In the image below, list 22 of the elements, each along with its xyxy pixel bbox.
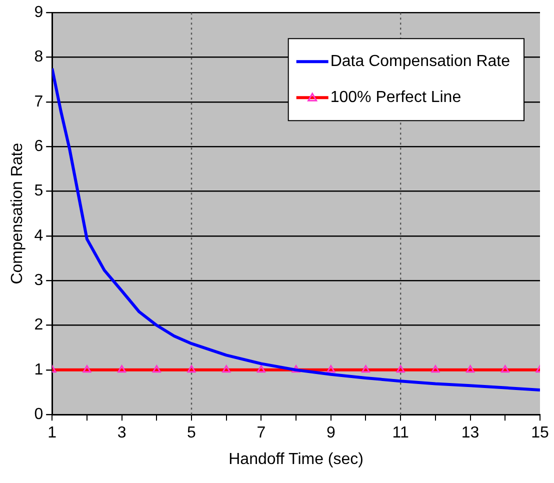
y-tick-label: 3 — [34, 272, 44, 290]
x-tick-label: 7 — [256, 424, 266, 442]
y-tick-label: 5 — [34, 182, 44, 200]
x-tick-label: 11 — [392, 424, 410, 442]
y-tick-label: 7 — [34, 93, 44, 110]
y-tick-label: 2 — [34, 316, 44, 334]
x-tick-label: 9 — [326, 424, 336, 442]
legend-label: Data Compensation Rate — [330, 53, 510, 70]
legend-label: 100% Perfect Line — [330, 89, 462, 106]
y-tick-label: 8 — [34, 48, 44, 66]
x-tick-label: 3 — [117, 424, 126, 442]
y-tick-label: 0 — [34, 406, 44, 424]
x-tick-label: 15 — [531, 424, 549, 442]
y-tick-label: 4 — [34, 227, 44, 244]
y-axis-title: Compensation Rate — [9, 142, 26, 284]
x-tick-label: 13 — [461, 424, 480, 442]
x-tick-label: 5 — [187, 424, 196, 442]
y-tick-label: 9 — [34, 4, 44, 22]
y-tick-label: 1 — [34, 361, 44, 378]
y-tick-label: 6 — [34, 138, 44, 156]
x-tick-label: 1 — [48, 424, 57, 442]
x-axis-title: Handoff Time (sec) — [228, 450, 364, 468]
